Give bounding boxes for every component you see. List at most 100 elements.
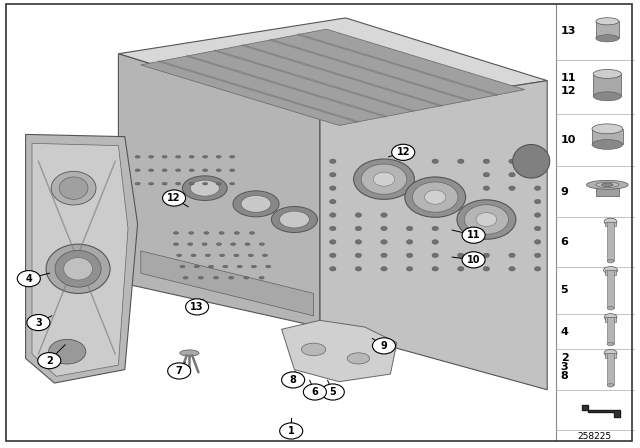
Ellipse shape bbox=[183, 276, 188, 279]
Ellipse shape bbox=[607, 306, 614, 310]
Ellipse shape bbox=[223, 265, 228, 268]
Polygon shape bbox=[32, 143, 128, 376]
Ellipse shape bbox=[280, 211, 309, 228]
FancyBboxPatch shape bbox=[607, 353, 614, 385]
Ellipse shape bbox=[458, 253, 464, 258]
Ellipse shape bbox=[355, 213, 362, 217]
Ellipse shape bbox=[483, 159, 490, 164]
Ellipse shape bbox=[432, 240, 438, 244]
Ellipse shape bbox=[230, 155, 235, 158]
Ellipse shape bbox=[228, 276, 234, 279]
Ellipse shape bbox=[330, 253, 336, 258]
Ellipse shape bbox=[330, 226, 336, 231]
Ellipse shape bbox=[55, 250, 101, 287]
Text: 3: 3 bbox=[35, 318, 42, 327]
Text: 7: 7 bbox=[176, 366, 182, 376]
Ellipse shape bbox=[348, 353, 370, 364]
Text: 2: 2 bbox=[561, 353, 568, 363]
Ellipse shape bbox=[259, 243, 264, 246]
Ellipse shape bbox=[230, 182, 235, 185]
Polygon shape bbox=[141, 251, 314, 316]
FancyBboxPatch shape bbox=[605, 222, 616, 226]
Ellipse shape bbox=[202, 243, 207, 246]
Ellipse shape bbox=[373, 172, 395, 186]
FancyBboxPatch shape bbox=[605, 270, 616, 275]
Ellipse shape bbox=[301, 343, 326, 356]
Ellipse shape bbox=[406, 226, 413, 231]
Text: 4: 4 bbox=[26, 274, 32, 284]
Ellipse shape bbox=[602, 183, 613, 186]
Circle shape bbox=[282, 372, 305, 388]
Circle shape bbox=[27, 314, 50, 331]
Polygon shape bbox=[118, 54, 320, 327]
Ellipse shape bbox=[230, 243, 236, 246]
Ellipse shape bbox=[148, 155, 154, 158]
Ellipse shape bbox=[405, 177, 466, 217]
Ellipse shape bbox=[177, 254, 182, 257]
Ellipse shape bbox=[162, 155, 167, 158]
Ellipse shape bbox=[406, 267, 413, 271]
Ellipse shape bbox=[432, 267, 438, 271]
Ellipse shape bbox=[180, 350, 199, 356]
Ellipse shape bbox=[593, 69, 621, 78]
FancyBboxPatch shape bbox=[592, 129, 623, 144]
Circle shape bbox=[462, 252, 485, 268]
Ellipse shape bbox=[189, 155, 194, 158]
Ellipse shape bbox=[46, 244, 110, 293]
Ellipse shape bbox=[596, 182, 619, 187]
Ellipse shape bbox=[361, 164, 407, 194]
Ellipse shape bbox=[190, 180, 220, 196]
Ellipse shape bbox=[607, 259, 614, 263]
Ellipse shape bbox=[259, 276, 264, 279]
Ellipse shape bbox=[534, 267, 541, 271]
Text: 12: 12 bbox=[167, 193, 181, 203]
Ellipse shape bbox=[330, 159, 336, 164]
FancyBboxPatch shape bbox=[607, 270, 614, 308]
Ellipse shape bbox=[607, 383, 614, 387]
Ellipse shape bbox=[175, 182, 180, 185]
Ellipse shape bbox=[216, 169, 221, 172]
Ellipse shape bbox=[241, 195, 271, 212]
Text: 13: 13 bbox=[190, 302, 204, 312]
Ellipse shape bbox=[233, 191, 279, 217]
Ellipse shape bbox=[182, 176, 227, 200]
Ellipse shape bbox=[476, 213, 497, 226]
Ellipse shape bbox=[194, 265, 199, 268]
Ellipse shape bbox=[534, 199, 541, 204]
Ellipse shape bbox=[135, 169, 140, 172]
Ellipse shape bbox=[604, 314, 617, 321]
Ellipse shape bbox=[592, 139, 623, 149]
Ellipse shape bbox=[252, 265, 257, 268]
Ellipse shape bbox=[203, 169, 208, 172]
Text: 1: 1 bbox=[288, 426, 294, 436]
Ellipse shape bbox=[330, 172, 336, 177]
Ellipse shape bbox=[355, 253, 362, 258]
Ellipse shape bbox=[250, 232, 255, 234]
Ellipse shape bbox=[216, 182, 221, 185]
Ellipse shape bbox=[60, 177, 88, 199]
Text: 4: 4 bbox=[561, 327, 568, 336]
Ellipse shape bbox=[135, 182, 140, 185]
Ellipse shape bbox=[244, 276, 249, 279]
Circle shape bbox=[168, 363, 191, 379]
Circle shape bbox=[38, 353, 61, 369]
Ellipse shape bbox=[203, 155, 208, 158]
Ellipse shape bbox=[220, 254, 225, 257]
FancyBboxPatch shape bbox=[596, 21, 619, 39]
Ellipse shape bbox=[162, 182, 167, 185]
Ellipse shape bbox=[381, 267, 387, 271]
Text: 6: 6 bbox=[312, 387, 318, 397]
FancyBboxPatch shape bbox=[596, 185, 619, 196]
Ellipse shape bbox=[330, 199, 336, 204]
Text: 13: 13 bbox=[561, 26, 576, 36]
Circle shape bbox=[163, 190, 186, 206]
Polygon shape bbox=[118, 18, 547, 116]
Circle shape bbox=[321, 384, 344, 400]
Text: 12: 12 bbox=[561, 86, 576, 96]
Ellipse shape bbox=[509, 159, 515, 164]
Text: 8: 8 bbox=[290, 375, 296, 385]
Circle shape bbox=[280, 423, 303, 439]
FancyBboxPatch shape bbox=[605, 317, 616, 322]
Ellipse shape bbox=[534, 159, 541, 164]
Ellipse shape bbox=[135, 155, 140, 158]
